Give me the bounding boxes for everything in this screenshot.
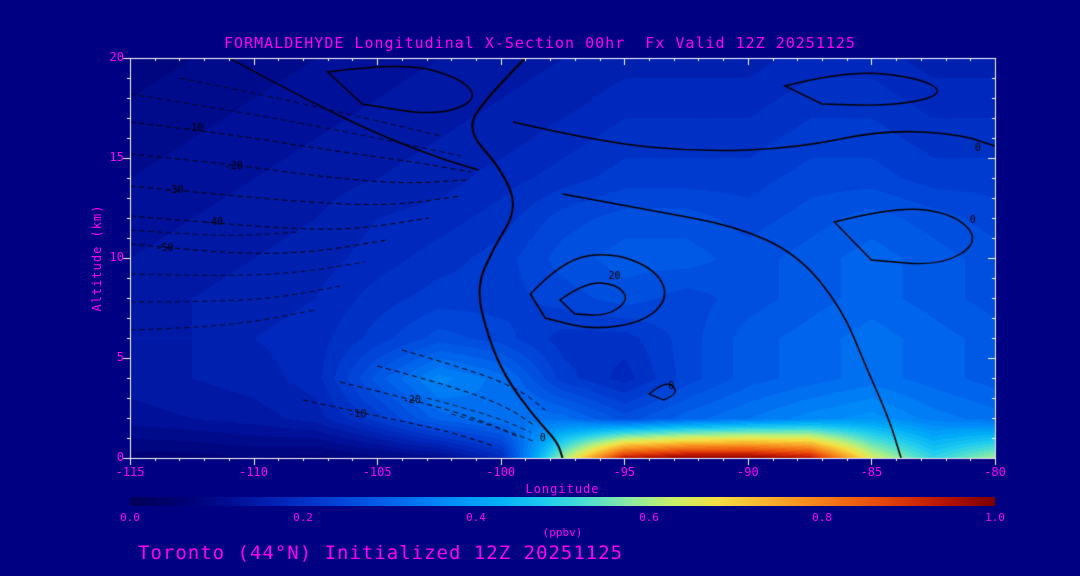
- y-tick-label: 15: [109, 150, 124, 164]
- x-tick-label: -85: [860, 465, 883, 479]
- contour-overlay-canvas: [118, 46, 1007, 470]
- colorbar-tick-label: 0.0: [120, 511, 140, 524]
- y-tick-label: 0: [116, 450, 124, 464]
- colorbar-units-label: (ppbv): [542, 526, 583, 539]
- colorbar-tick-label: 0.4: [466, 511, 486, 524]
- y-tick-label: 10: [109, 250, 124, 264]
- x-tick-label: -95: [613, 465, 636, 479]
- x-tick-label: -90: [737, 465, 759, 479]
- x-tick-label: -115: [115, 465, 145, 479]
- colorbar-tick-label: 0.6: [639, 511, 659, 524]
- init-footer: Toronto (44°N) Initialized 12Z 20251125: [138, 542, 624, 564]
- x-tick-label: -100: [486, 465, 516, 479]
- colorbar-tick-label: 1.0: [985, 511, 1005, 524]
- colorbar-canvas: [130, 497, 995, 506]
- colorbar-tick-label: 0.8: [812, 511, 832, 524]
- x-tick-label: -110: [239, 465, 269, 479]
- x-tick-label: -105: [362, 465, 392, 479]
- y-tick-label: 5: [116, 350, 124, 364]
- x-tick-label: -80: [984, 465, 1006, 479]
- y-tick-label: 20: [109, 50, 124, 64]
- x-axis-label: Longitude: [525, 482, 600, 496]
- colorbar-tick-label: 0.2: [293, 511, 313, 524]
